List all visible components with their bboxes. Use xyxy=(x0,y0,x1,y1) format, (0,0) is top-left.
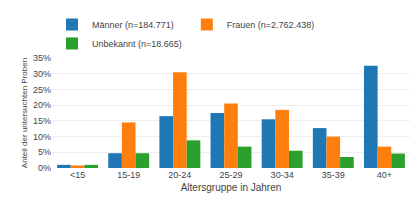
svg-text:10%: 10% xyxy=(33,132,51,142)
svg-text:Anteil der untersuchten Proben: Anteil der untersuchten Proben xyxy=(20,58,29,168)
svg-text:35-39: 35-39 xyxy=(322,170,345,180)
svg-text:15%: 15% xyxy=(33,116,51,126)
svg-text:20%: 20% xyxy=(33,100,51,110)
svg-text:Altersgruppe in Jahren: Altersgruppe in Jahren xyxy=(181,182,282,193)
svg-text:25%: 25% xyxy=(33,85,51,95)
svg-text:40+: 40+ xyxy=(377,170,392,180)
svg-text:20-24: 20-24 xyxy=(168,170,191,180)
svg-text:15-19: 15-19 xyxy=(117,170,140,180)
svg-text:30%: 30% xyxy=(33,69,51,79)
svg-text:30-34: 30-34 xyxy=(271,170,294,180)
svg-text:<15: <15 xyxy=(70,170,85,180)
svg-text:Frauen (n=2.762.438): Frauen (n=2.762.438) xyxy=(227,20,314,30)
svg-text:5%: 5% xyxy=(38,147,51,157)
svg-text:Männer (n=184.771): Männer (n=184.771) xyxy=(92,20,174,30)
svg-text:35%: 35% xyxy=(33,53,51,63)
svg-text:0%: 0% xyxy=(38,163,51,173)
svg-text:25-29: 25-29 xyxy=(219,170,242,180)
svg-text:Unbekannt (n=18.665): Unbekannt (n=18.665) xyxy=(92,39,182,49)
